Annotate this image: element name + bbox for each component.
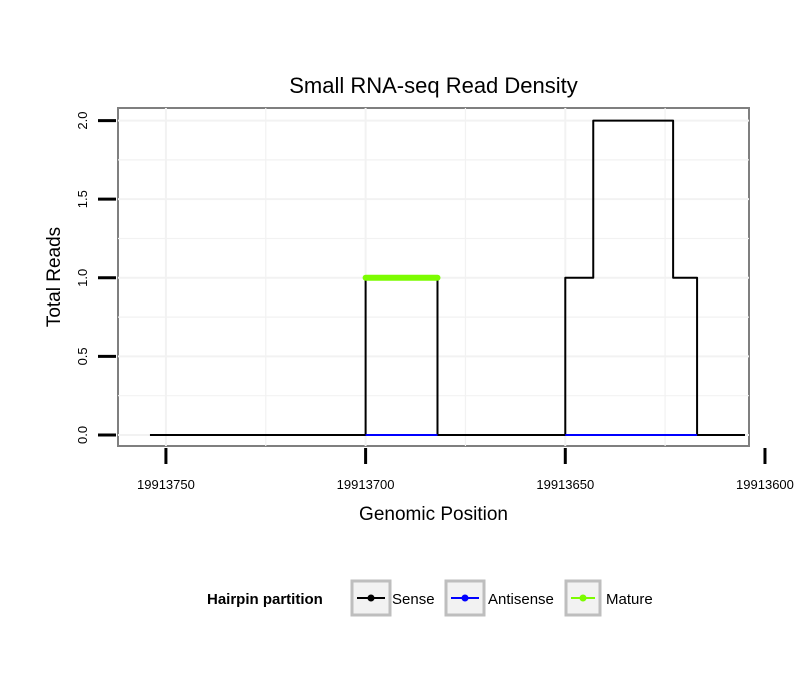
legend-key-point (579, 594, 587, 602)
legend-key-point (367, 594, 375, 602)
legend-label-antisense: Antisense (488, 591, 554, 608)
legend: Hairpin partition Sense Antisense Mature (207, 579, 653, 617)
x-tick-label: 19913650 (536, 477, 594, 492)
y-tick-label: 2.0 (75, 112, 90, 130)
y-tick-label: 1.5 (75, 190, 90, 208)
x-tick-label: 19913750 (137, 477, 195, 492)
y-tick-label: 0.0 (75, 426, 90, 444)
y-tick-label: 0.5 (75, 347, 90, 365)
x-tick-label: 19913600 (736, 477, 794, 492)
legend-label-mature: Mature (606, 591, 653, 608)
legend-title: Hairpin partition (207, 591, 323, 608)
legend-key-point (461, 594, 469, 602)
legend-label-sense: Sense (392, 591, 435, 608)
axes: 19913750 19913700 19913650 19913600 0.0 0.5 1.… (75, 112, 794, 492)
series-lines (149, 119, 746, 436)
x-tick-label: 19913700 (337, 477, 395, 492)
chart-title: Small RNA-seq Read Density (289, 73, 578, 98)
y-tick-label: 1.0 (75, 269, 90, 287)
y-axis-title: Total Reads (44, 227, 65, 327)
x-axis-title: Genomic Position (359, 504, 508, 525)
